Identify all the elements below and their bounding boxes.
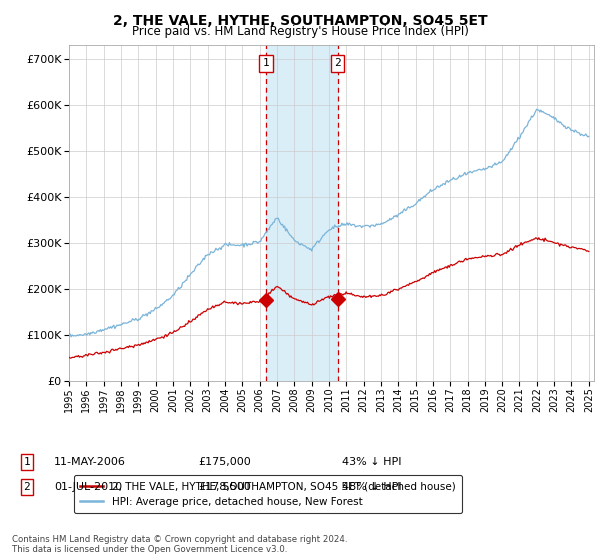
Text: £175,000: £175,000 [198,457,251,467]
Text: 01-JUL-2010: 01-JUL-2010 [54,482,122,492]
Text: 48% ↓ HPI: 48% ↓ HPI [342,482,401,492]
Text: Price paid vs. HM Land Registry's House Price Index (HPI): Price paid vs. HM Land Registry's House … [131,25,469,38]
Text: £178,500: £178,500 [198,482,251,492]
Legend: 2, THE VALE, HYTHE, SOUTHAMPTON, SO45 5ET (detached house), HPI: Average price, : 2, THE VALE, HYTHE, SOUTHAMPTON, SO45 5E… [74,475,462,513]
Bar [266,45,338,381]
Text: 2: 2 [23,482,31,492]
Text: 1: 1 [23,457,31,467]
Text: 43% ↓ HPI: 43% ↓ HPI [342,457,401,467]
Text: 11-MAY-2006: 11-MAY-2006 [54,457,126,467]
Text: 1: 1 [263,58,269,68]
Text: Contains HM Land Registry data © Crown copyright and database right 2024.
This d: Contains HM Land Registry data © Crown c… [12,535,347,554]
Text: 2, THE VALE, HYTHE, SOUTHAMPTON, SO45 5ET: 2, THE VALE, HYTHE, SOUTHAMPTON, SO45 5E… [113,14,487,28]
Text: 2: 2 [334,58,341,68]
